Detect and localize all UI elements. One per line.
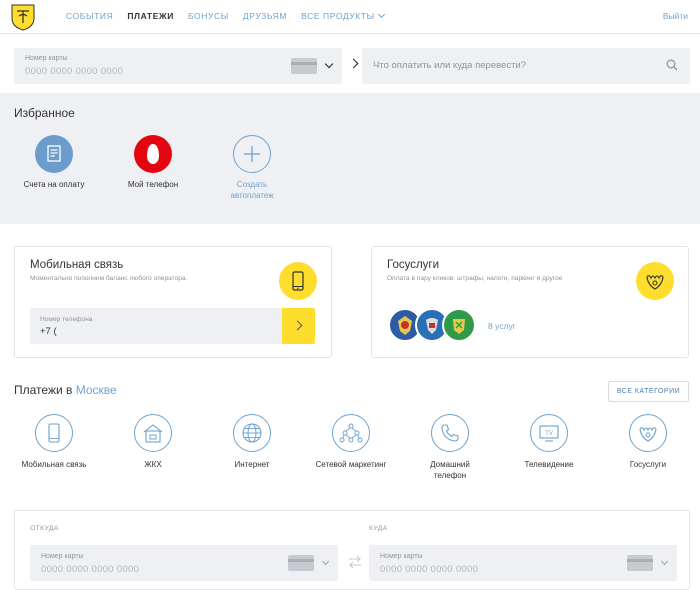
mobile-payment-card: Мобильная связь Моментально пополним бал…: [14, 246, 332, 358]
nav-all-products-label: ВСЕ ПРОДУКТЫ: [301, 11, 375, 21]
all-categories-button[interactable]: ВСЕ КАТЕГОРИИ: [608, 381, 689, 402]
search-row: Номер карты 0000 0000 0000 0000 Что опла…: [14, 48, 690, 84]
payments-title-text: Платежи в: [14, 383, 73, 397]
payments-title: Платежи в Москве: [14, 383, 117, 397]
category-mobile[interactable]: Мобильная связь: [9, 414, 99, 470]
nav-all-products[interactable]: ВСЕ ПРОДУКТЫ: [301, 10, 385, 21]
category-label: Мобильная связь: [21, 460, 87, 469]
favorite-label: Мой телефон: [127, 180, 179, 189]
chevron-down-icon[interactable]: [660, 557, 669, 566]
globe-icon: [233, 414, 271, 452]
mobile-card-title: Мобильная связь: [30, 259, 124, 271]
mobile-card-subtitle: Моментально пополним баланс любого опера…: [30, 275, 188, 282]
card-number-label: Номер карты: [380, 553, 423, 560]
gos-card-subtitle: Оплата в пару кликов: штрафы, налоги, па…: [387, 275, 563, 282]
card-icon: [288, 555, 314, 571]
nav-friends[interactable]: ДРУЗЬЯМ: [242, 11, 288, 21]
phone-number-label: Номер телефона: [40, 316, 93, 323]
mobile-icon: [35, 414, 73, 452]
card-transfer-form: ОТКУДА КУДА Номер карты 0000 0000 0000 0…: [14, 510, 690, 590]
bailiff-service-emblem-icon: [442, 308, 476, 342]
card-icon: [291, 58, 317, 74]
category-label: Госуслуги: [629, 460, 667, 469]
swap-arrows-icon[interactable]: [348, 555, 362, 569]
chevron-down-icon[interactable]: [321, 557, 330, 566]
to-label: КУДА: [369, 525, 388, 532]
gosuslugi-card[interactable]: Госуслуги Оплата в пару кликов: штрафы, …: [371, 246, 689, 358]
category-home-phone[interactable]: Домашний телефон: [405, 414, 495, 481]
card-number-placeholder: 0000 0000 0000 0000: [25, 66, 124, 77]
invoice-icon: [35, 135, 73, 173]
card-number-placeholder: 0000 0000 0000 0000: [380, 564, 479, 575]
gos-card-title: Госуслуги: [387, 259, 440, 271]
favorite-label-line1: Создать: [236, 180, 268, 189]
category-label-line2: телефон: [433, 471, 467, 480]
category-housing[interactable]: ЖКХ: [108, 414, 198, 470]
favorite-label-line2: автоплатеж: [230, 191, 274, 200]
tv-icon: TV: [530, 414, 568, 452]
category-gosuslugi[interactable]: Госуслуги: [603, 414, 693, 470]
house-icon: [134, 414, 172, 452]
category-label: Сетевой маркетинг: [315, 460, 387, 469]
favorites-section: Избранное Счета на оплату Мой телефон: [0, 93, 700, 224]
chevron-down-icon: [377, 10, 385, 19]
source-card-select[interactable]: Номер карты 0000 0000 0000 0000: [14, 48, 342, 84]
services-count-link[interactable]: 8 услуг: [488, 321, 516, 331]
category-internet[interactable]: Интернет: [207, 414, 297, 470]
nav-events[interactable]: СОБЫТИЯ: [66, 11, 114, 21]
main-nav: СОБЫТИЯ ПЛАТЕЖИ БОНУСЫ ДРУЗЬЯМ ВСЕ ПРОДУ…: [66, 10, 398, 21]
category-label: ЖКХ: [144, 460, 162, 469]
payment-search-input[interactable]: Что оплатить или куда перевести?: [362, 48, 690, 84]
svg-text:TV: TV: [545, 431, 553, 437]
card-number-label: Номер карты: [41, 553, 84, 560]
logout-link[interactable]: Выйти: [662, 11, 688, 21]
card-number-placeholder: 0000 0000 0000 0000: [41, 564, 140, 575]
network-icon: [332, 414, 370, 452]
nav-bonuses[interactable]: БОНУСЫ: [187, 11, 229, 21]
card-number-label: Номер карты: [25, 55, 68, 62]
to-card-input[interactable]: Номер карты 0000 0000 0000 0000: [369, 545, 677, 581]
top-header: СОБЫТИЯ ПЛАТЕЖИ БОНУСЫ ДРУЗЬЯМ ВСЕ ПРОДУ…: [0, 0, 700, 34]
category-label: Интернет: [234, 460, 270, 469]
create-autopay-button[interactable]: Создать автоплатеж: [207, 135, 297, 201]
category-label-line1: Домашний: [430, 460, 470, 469]
phone-number-value: +7 (: [40, 326, 57, 337]
smartphone-icon: [279, 262, 317, 300]
favorite-my-phone[interactable]: Мой телефон: [108, 135, 198, 190]
pay-phone-button[interactable]: [282, 308, 315, 344]
handset-icon: [431, 414, 469, 452]
favorites-title: Избранное: [14, 106, 75, 120]
category-label: Телевидение: [524, 460, 574, 469]
city-link[interactable]: Москве: [75, 383, 117, 397]
gos-icon: [629, 414, 667, 452]
from-card-input[interactable]: Номер карты 0000 0000 0000 0000: [30, 545, 338, 581]
category-network-marketing[interactable]: Сетевой маркетинг: [306, 414, 396, 470]
chevron-down-icon[interactable]: [324, 59, 334, 69]
search-placeholder: Что оплатить или куда перевести?: [373, 60, 527, 71]
favorite-label: Счета на оплату: [23, 180, 85, 189]
favorite-invoices[interactable]: Счета на оплату: [9, 135, 99, 190]
gos-emblem-icon: [636, 262, 674, 300]
category-tv[interactable]: TV Телевидение: [504, 414, 594, 470]
bank-logo-icon[interactable]: [10, 3, 36, 31]
card-icon: [627, 555, 653, 571]
search-icon[interactable]: [666, 59, 678, 71]
from-label: ОТКУДА: [30, 525, 59, 532]
plus-icon: [233, 135, 271, 173]
mts-icon: [134, 135, 172, 173]
chevron-right-icon: [348, 58, 359, 69]
nav-payments[interactable]: ПЛАТЕЖИ: [127, 11, 174, 21]
phone-number-input[interactable]: Номер телефона +7 (: [30, 308, 315, 344]
